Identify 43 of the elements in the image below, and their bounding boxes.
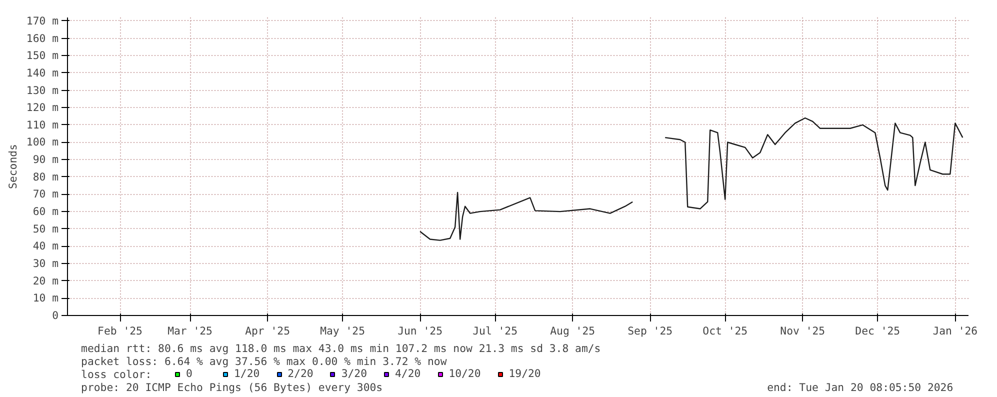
legend-label: 2/20: [288, 367, 314, 380]
y-tick-label: 140 m: [26, 66, 58, 80]
y-tick-label: 100 m: [26, 136, 58, 149]
text: median rtt: 80.6 ms avg 118.0 ms max 43.0 ms min 107.2 ms now 21.3 ms sd 3.8 am/s: [81, 342, 601, 355]
x-tick-label: Jun '25: [398, 324, 443, 338]
y-tick-label: 170 m: [26, 14, 58, 28]
y-tick-label: 0: [52, 309, 59, 322]
x-tick-label: Sep '25: [628, 324, 673, 338]
y-tick-label: 80 m: [32, 170, 59, 184]
y-tick-label: 30 m: [32, 257, 59, 270]
x-tick-label: Apr '25: [245, 324, 290, 338]
x-tick-label: Mar '25: [168, 324, 212, 338]
y-tick-label: 10 m: [32, 292, 59, 305]
legend-label: 3/20: [341, 367, 368, 380]
legend-label: 0: [186, 367, 194, 380]
legend-label: 10/20: [448, 367, 481, 380]
x-tick-label: Aug '25: [550, 324, 596, 338]
y-tick-label: 90 m: [32, 153, 59, 166]
legend-title: loss color:: [81, 368, 152, 381]
x-tick-label: Nov '25: [780, 324, 826, 338]
y-tick-label: 130 m: [26, 84, 58, 97]
y-tick-label: 110 m: [26, 118, 58, 132]
x-tick-label: Feb '25: [98, 324, 142, 338]
legend-label: 4/20: [395, 367, 421, 380]
y-tick-label: 160 m: [26, 32, 58, 45]
y-tick-label: 60 m: [32, 205, 59, 218]
y-tick-label: 40 m: [32, 240, 59, 253]
legend-label: 1/20: [234, 367, 260, 380]
x-tick-label: Jan '26: [932, 324, 978, 338]
y-tick-label: 150 m: [26, 49, 58, 62]
y-tick-label: 50 m: [32, 222, 59, 236]
text: end: Tue Jan 20 08:05:50 2026: [767, 381, 954, 394]
y-tick-label: 120 m: [26, 101, 58, 114]
x-tick-label: May '25: [320, 324, 366, 338]
x-tick-label: Jul '25: [472, 324, 518, 338]
text: probe: 20 ICMP Echo Pings (56 Bytes) every 300s: [81, 381, 383, 394]
x-tick-label: Dec '25: [855, 324, 900, 338]
y-tick-label: 70 m: [32, 188, 59, 201]
y-axis-title: Seconds: [6, 144, 20, 189]
legend-label: 19/20: [508, 367, 541, 380]
x-tick-label: Oct '25: [702, 324, 748, 338]
text: packet loss: 6.64 % avg 37.56 % max 0.00 % min 3.72 % now: [81, 355, 448, 368]
y-tick-label: 20 m: [32, 274, 59, 288]
